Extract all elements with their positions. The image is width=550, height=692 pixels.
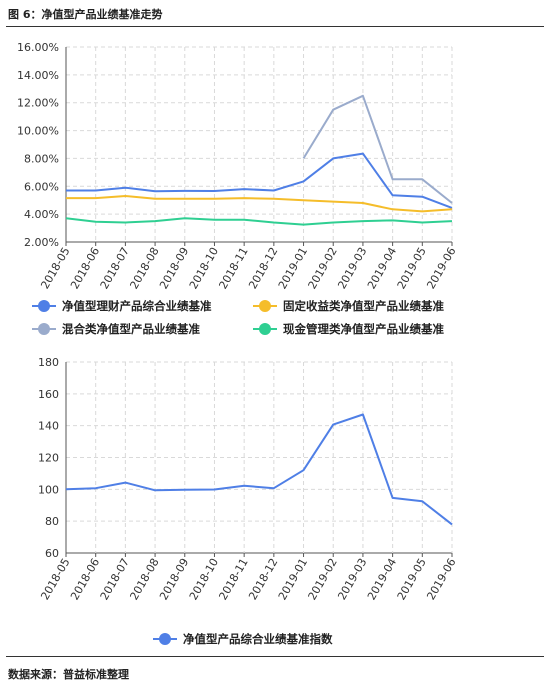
y-tick-label: 10.00% xyxy=(17,125,59,138)
legend-swatch-marker xyxy=(38,300,50,312)
legend-label: 净值型理财产品综合业绩基准 xyxy=(62,299,212,313)
x-tick-label: 2019-06 xyxy=(424,556,458,602)
y-tick-label: 14.00% xyxy=(17,69,59,82)
legend-label: 固定收益类净值型产品业绩基准 xyxy=(283,299,444,313)
y-tick-label: 4.00% xyxy=(24,208,59,221)
y-tick-label: 120 xyxy=(38,452,59,465)
y-tick-label: 6.00% xyxy=(24,180,59,193)
series-line-0 xyxy=(66,154,452,208)
legend-label: 净值型产品综合业绩基准指数 xyxy=(183,632,333,646)
series-line-3 xyxy=(66,218,452,224)
y-tick-label: 160 xyxy=(38,388,59,401)
bottom-rule xyxy=(6,656,544,657)
series-line-0 xyxy=(66,415,452,525)
y-tick-label: 180 xyxy=(38,356,59,369)
legend-swatch-marker xyxy=(159,633,171,645)
y-tick-label: 60 xyxy=(45,547,59,560)
data-source: 数据来源：普益标准整理 xyxy=(8,666,129,682)
y-tick-label: 8.00% xyxy=(24,152,59,165)
legend-swatch-marker xyxy=(259,300,271,312)
y-tick-label: 140 xyxy=(38,420,59,433)
legend-swatch-marker xyxy=(38,323,50,335)
y-tick-label: 12.00% xyxy=(17,97,59,110)
series-line-2 xyxy=(304,96,453,203)
legend-label: 现金管理类净值型产品业绩基准 xyxy=(283,322,444,336)
x-tick-label: 2019-06 xyxy=(424,245,458,291)
y-tick-label: 2.00% xyxy=(24,236,59,249)
y-tick-label: 16.00% xyxy=(17,41,59,54)
series-line-1 xyxy=(66,196,452,211)
y-tick-label: 80 xyxy=(45,515,59,528)
legend-label: 混合类净值型产品业绩基准 xyxy=(62,322,200,336)
y-tick-label: 100 xyxy=(38,483,59,496)
legend-swatch-marker xyxy=(259,323,271,335)
